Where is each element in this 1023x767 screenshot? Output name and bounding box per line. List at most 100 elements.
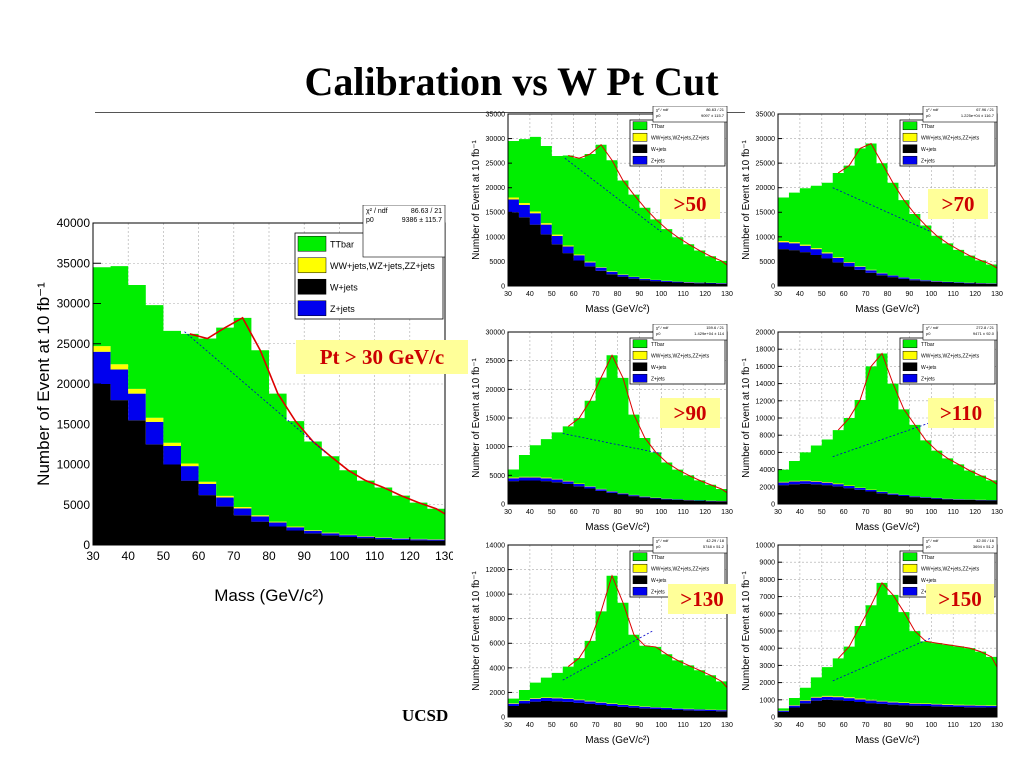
fit-curve [837, 142, 998, 269]
x-tick-label: 130 [721, 291, 733, 298]
legend-swatch [632, 132, 648, 142]
y-tick-label: 12000 [756, 398, 776, 405]
x-tick-label: 60 [840, 291, 848, 298]
cut-label-pt30: Pt > 30 GeV/c [296, 340, 468, 374]
legend-label: Z+jets [651, 158, 665, 164]
y-tick-label: 0 [771, 714, 775, 721]
fit-curve [837, 352, 998, 485]
chart-pt90: 30 40 50 60 70 80 90 100 110 120 130 0 5000 10000 1500… [471, 324, 733, 533]
x-axis-label: Mass (GeV/c²) [585, 304, 649, 315]
legend-swatch [632, 552, 648, 562]
x-tick-label: 30 [504, 291, 512, 298]
legend-swatch [297, 235, 327, 252]
legend-swatch [902, 362, 918, 372]
x-tick-label: 50 [548, 509, 556, 516]
legend-swatch [902, 132, 918, 142]
legend-label: WW+jets,WZ+jets,ZZ+jets [651, 566, 710, 572]
y-tick-label: 25000 [756, 161, 776, 168]
legend-label: WW+jets,WZ+jets,ZZ+jets [921, 135, 980, 141]
cut-label-pt130: >130 [668, 584, 736, 614]
y-tick-label: 15000 [486, 210, 506, 217]
y-axis-label: Number of Event at 10 fb⁻¹ [741, 139, 752, 259]
y-tick-label: 0 [501, 714, 505, 721]
legend-swatch [632, 121, 648, 131]
x-tick-label: 80 [614, 509, 622, 516]
legend-label: W+jets [921, 147, 937, 153]
stats-key: χ² / ndf [656, 325, 669, 330]
legend-label: W+jets [330, 283, 358, 293]
legend-label: TTbar [330, 240, 354, 250]
x-tick-label: 70 [862, 291, 870, 298]
stats-box [652, 324, 728, 341]
stats-key: χ² / ndf [926, 538, 939, 543]
series-z-jets-area [778, 481, 997, 501]
stats-key: p0 [926, 113, 931, 118]
legend-label: Z+jets [921, 158, 935, 164]
stats-value: 42.29 / 18 [706, 538, 725, 543]
cut-label-pt70: >70 [928, 189, 988, 219]
x-axis-label: Mass (GeV/c²) [855, 522, 919, 533]
legend-swatch [902, 575, 918, 585]
y-tick-label: 3000 [759, 663, 775, 670]
legend-swatch [902, 339, 918, 349]
y-tick-label: 7000 [759, 594, 775, 601]
legend-label: TTbar [921, 342, 935, 348]
series-ww-jets-wz-jets-zz-jets-area [508, 697, 727, 711]
x-tick-label: 130 [435, 549, 453, 563]
y-tick-label: 0 [771, 501, 775, 508]
legend-swatch [632, 339, 648, 349]
legend-label: TTbar [651, 342, 665, 348]
y-axis-label: Number of Event at 10 fb⁻¹ [741, 357, 752, 477]
legend-swatch [297, 257, 327, 274]
x-tick-label: 30 [86, 549, 100, 563]
stats-value: 86.63 / 21 [411, 208, 442, 215]
x-tick-label: 30 [774, 291, 782, 298]
x-tick-label: 130 [721, 722, 733, 729]
x-tick-label: 130 [991, 291, 1003, 298]
x-tick-label: 100 [925, 509, 937, 516]
x-tick-label: 30 [774, 722, 782, 729]
x-tick-label: 130 [721, 509, 733, 516]
series-ttbar-area [778, 353, 997, 501]
x-tick-label: 120 [969, 291, 981, 298]
legend-label: Z+jets [330, 304, 355, 314]
x-tick-label: 110 [678, 509, 689, 516]
y-tick-label: 2000 [759, 680, 775, 687]
x-tick-label: 60 [840, 509, 848, 516]
stats-key: χ² / ndf [926, 107, 939, 112]
y-tick-label: 30000 [486, 329, 506, 336]
y-tick-label: 15000 [756, 210, 776, 217]
x-axis-label: Mass (GeV/c²) [855, 735, 919, 746]
legend-swatch [902, 552, 918, 562]
stats-key: χ² / ndf [366, 208, 388, 215]
x-tick-label: 40 [796, 509, 804, 516]
y-tick-label: 30000 [756, 136, 776, 143]
chart-pt130: 30 40 50 60 70 80 90 100 110 120 130 0 2000 4000 6000 8… [471, 537, 733, 746]
legend-label: TTbar [651, 555, 665, 561]
y-tick-label: 12000 [486, 567, 506, 574]
legend-swatch [632, 586, 648, 596]
y-tick-label: 5000 [489, 259, 505, 266]
y-tick-label: 14000 [756, 381, 776, 388]
x-tick-label: 120 [969, 509, 981, 516]
legend-label: W+jets [921, 578, 937, 584]
x-tick-label: 110 [678, 291, 689, 298]
x-tick-label: 50 [548, 722, 556, 729]
x-tick-label: 120 [969, 722, 981, 729]
y-tick-label: 30000 [57, 297, 91, 311]
y-tick-label: 35000 [57, 256, 91, 270]
y-tick-label: 4000 [759, 467, 775, 474]
legend-label: W+jets [921, 365, 937, 371]
x-tick-label: 30 [774, 509, 782, 516]
x-tick-label: 90 [906, 509, 914, 516]
y-tick-label: 10000 [486, 444, 506, 451]
series-ttbar-area [93, 266, 445, 540]
y-tick-label: 18000 [756, 347, 776, 354]
y-tick-label: 20000 [486, 387, 506, 394]
y-tick-label: 10000 [486, 592, 506, 599]
y-tick-label: 0 [501, 501, 505, 508]
x-tick-label: 60 [570, 509, 578, 516]
background-fit-line [832, 421, 932, 458]
x-tick-label: 90 [636, 509, 644, 516]
x-tick-label: 50 [548, 291, 556, 298]
